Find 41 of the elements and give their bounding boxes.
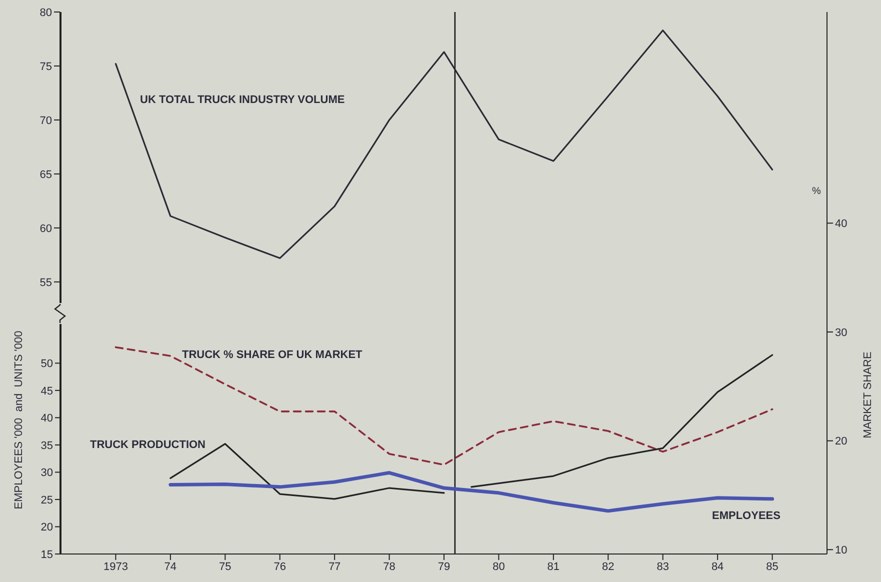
y-tick-label: 40 xyxy=(40,412,53,425)
x-tick-label: 1973 xyxy=(103,560,128,573)
y3-tick-label: 70 xyxy=(40,114,52,127)
y3-tick-label: 60 xyxy=(40,222,52,235)
x-tick-label: 77 xyxy=(328,560,341,573)
y-tick-label: 15 xyxy=(40,548,53,561)
x-tick-label: 78 xyxy=(383,560,396,573)
x-tick-label: 74 xyxy=(164,560,177,573)
y-tick-label: 35 xyxy=(40,440,53,452)
y-tick-label: 45 xyxy=(40,385,53,398)
y3-tick-label: 65 xyxy=(40,168,52,181)
series-label: TRUCK % SHARE OF UK MARKET xyxy=(182,349,362,361)
x-tick-label: 79 xyxy=(438,560,450,573)
y2-axis-title: MARKET SHARE xyxy=(862,352,874,438)
x-tick-label: 81 xyxy=(547,560,560,573)
y-axis-title: EMPLOYEES '000 and UNITS '000 xyxy=(13,330,25,510)
y3-tick-label: 75 xyxy=(40,60,52,73)
series-label: TRUCK PRODUCTION xyxy=(90,439,206,451)
line-series xyxy=(114,30,774,259)
x-tick-label: 80 xyxy=(492,560,505,573)
annotation: % xyxy=(812,186,821,197)
y-tick-label: 30 xyxy=(40,467,53,480)
y2-tick-label: 30 xyxy=(835,326,848,339)
y-tick-label: 25 xyxy=(40,494,53,506)
x-tick-label: 83 xyxy=(656,560,669,573)
series-label: UK TOTAL TRUCK INDUSTRY VOLUME xyxy=(140,94,345,106)
line-series xyxy=(168,471,774,513)
x-tick-label: 82 xyxy=(602,560,614,573)
y3-tick-label: 55 xyxy=(40,276,52,289)
y2-tick-label: 20 xyxy=(835,436,848,448)
x-tick-label: 84 xyxy=(711,560,724,573)
series-label: EMPLOYEES xyxy=(712,510,780,522)
y2-tick-label: 10 xyxy=(835,544,848,557)
line-series xyxy=(470,354,774,488)
y3-tick-label: 80 xyxy=(40,6,52,19)
y2-tick-label: 40 xyxy=(835,218,848,230)
x-tick-label: 85 xyxy=(766,560,778,573)
y-tick-label: 20 xyxy=(40,522,53,534)
x-tick-label: 76 xyxy=(274,560,286,573)
x-tick-label: 75 xyxy=(219,560,232,573)
y-tick-label: 50 xyxy=(40,358,53,370)
